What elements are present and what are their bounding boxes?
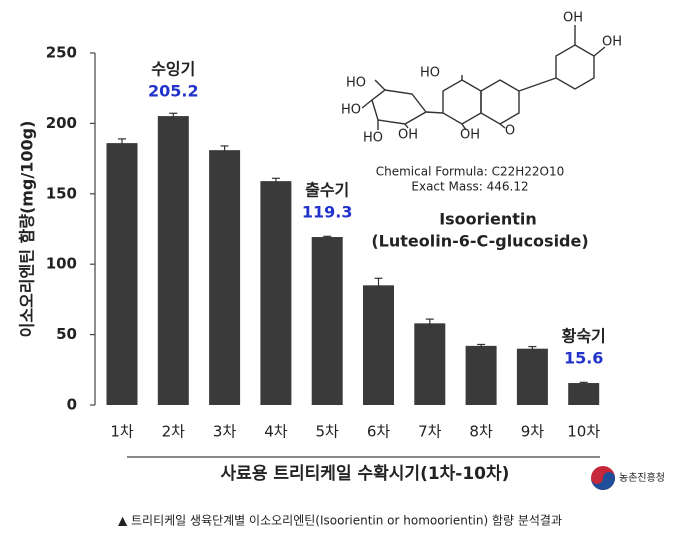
x-tick-label: 4차 (264, 423, 288, 441)
y-tick-label: 250 (46, 44, 77, 62)
atom-label: OH (398, 128, 418, 143)
bar (209, 150, 241, 405)
atom-label: OH (460, 128, 480, 143)
stage-label: 황숙기 (562, 327, 606, 346)
x-tick-label: 7차 (418, 423, 442, 441)
value-label: 119.3 (302, 203, 353, 222)
y-tick-label: 150 (46, 184, 77, 202)
stage-label: 수잉기 (151, 60, 195, 79)
compound-synonym: (Luteolin-6-C-glucoside) (371, 232, 588, 251)
atom-label: HO (420, 66, 440, 81)
y-tick-label: 100 (46, 255, 77, 273)
compound-name: Isoorientin (439, 210, 537, 229)
logo-text: 농촌진흥청 (619, 471, 665, 484)
bar (465, 345, 497, 405)
y-axis-label: 이소오리엔틴 함량(mg/100g) (18, 121, 37, 338)
x-tick-label: 9차 (521, 423, 545, 441)
x-tick-label: 8차 (469, 423, 493, 441)
bar (260, 181, 292, 405)
atom-label: O (505, 124, 515, 139)
atom-label: OH (563, 11, 583, 26)
x-tick-label: 6차 (367, 423, 391, 441)
bar (311, 237, 343, 405)
bar (106, 143, 138, 405)
value-label: 205.2 (148, 82, 199, 101)
stage-label: 출수기 (305, 181, 349, 200)
y-tick-label: 0 (67, 396, 77, 414)
molecule (361, 25, 606, 131)
caption: ▲ 트리티케일 생육단계별 이소오리엔틴(Isoorientin or homo… (118, 514, 562, 528)
atom-label: OH (602, 35, 622, 50)
atom-label: HO (346, 76, 366, 91)
y-tick-label: 200 (46, 114, 77, 132)
atom-label: HO (363, 131, 383, 146)
exact-mass: Exact Mass: 446.12 (411, 180, 528, 194)
bar (363, 285, 394, 405)
atom-label: HO (341, 103, 361, 118)
formula: Chemical Formula: C22H22O10 (376, 165, 565, 179)
bar (568, 383, 600, 405)
x-tick-label: 1차 (110, 423, 134, 441)
logo-icon-lower (591, 472, 615, 490)
y-tick-label: 50 (56, 325, 77, 343)
value-label: 15.6 (564, 349, 603, 368)
x-tick-label: 3차 (213, 423, 237, 441)
bar (414, 323, 446, 405)
x-tick-label: 10차 (567, 423, 600, 441)
x-tick-label: 2차 (162, 423, 186, 441)
x-axis-label: 사료용 트리티케일 수확시기(1차-10차) (221, 464, 510, 484)
bar (157, 116, 189, 405)
bar (516, 348, 548, 405)
x-tick-label: 5차 (316, 423, 340, 441)
